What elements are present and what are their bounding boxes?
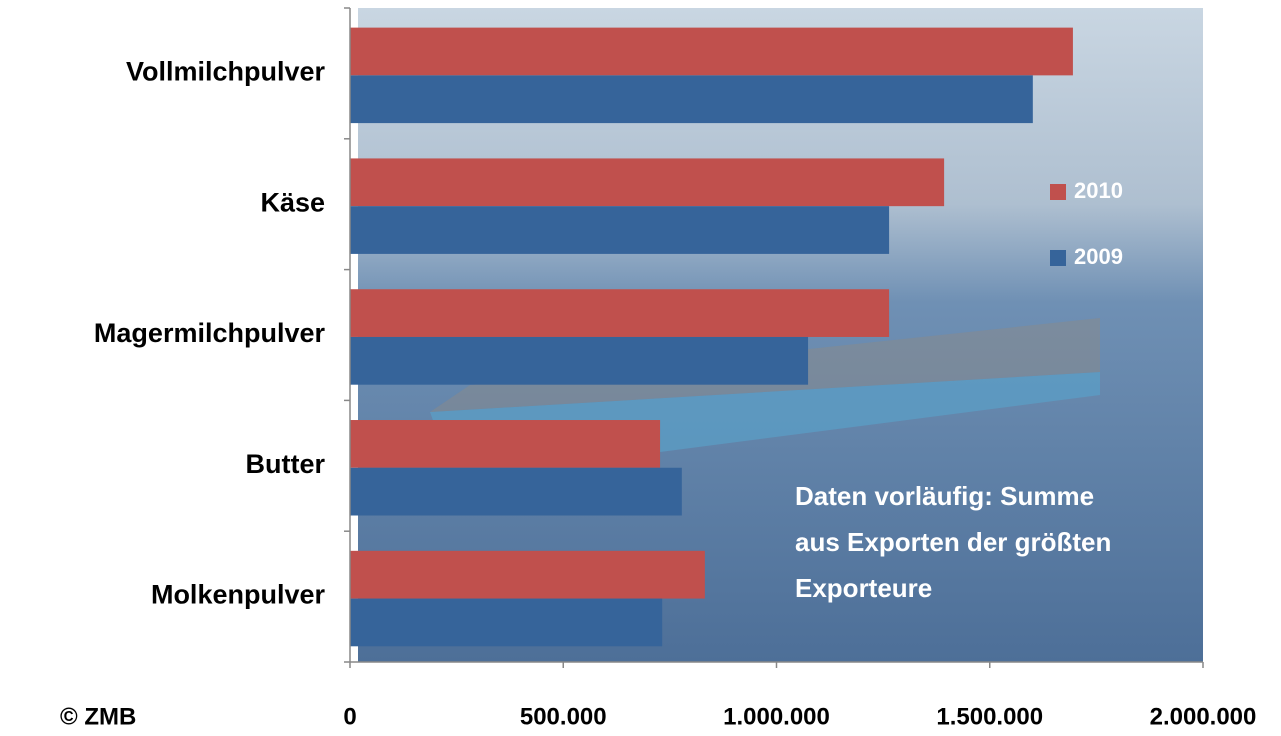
bar [350, 420, 661, 468]
bar [350, 598, 663, 647]
legend-label: 2009 [1074, 244, 1123, 269]
annotation: Daten vorläufig: Summe [795, 481, 1094, 511]
bar [350, 158, 945, 207]
x-tick-label: 2.000.000 [1150, 703, 1257, 730]
x-tick-label: 1.000.000 [723, 703, 830, 730]
bar [350, 206, 890, 254]
x-tick-label: 0 [343, 703, 356, 730]
y-tick-label: Magermilchpulver [94, 318, 326, 348]
source: © ZMB [60, 703, 136, 730]
legend-swatch [1050, 250, 1066, 266]
x-tick-label: 1.500.000 [936, 703, 1043, 730]
legend-label: 2010 [1074, 178, 1123, 203]
bar [350, 550, 705, 599]
y-tick-label: Butter [246, 449, 326, 479]
bar [350, 289, 890, 337]
bar [350, 27, 1073, 76]
x-tick-label: 500.000 [520, 703, 607, 730]
y-tick-label: Käse [260, 187, 325, 217]
annotation: aus Exporten der größten [795, 527, 1111, 557]
y-tick-label: Molkenpulver [151, 580, 326, 610]
y-tick-label: Vollmilchpulver [126, 57, 326, 87]
bar [350, 336, 809, 385]
bar [350, 467, 682, 516]
legend-swatch [1050, 184, 1066, 200]
bar [350, 75, 1033, 124]
annotation: Exporteure [795, 573, 932, 603]
